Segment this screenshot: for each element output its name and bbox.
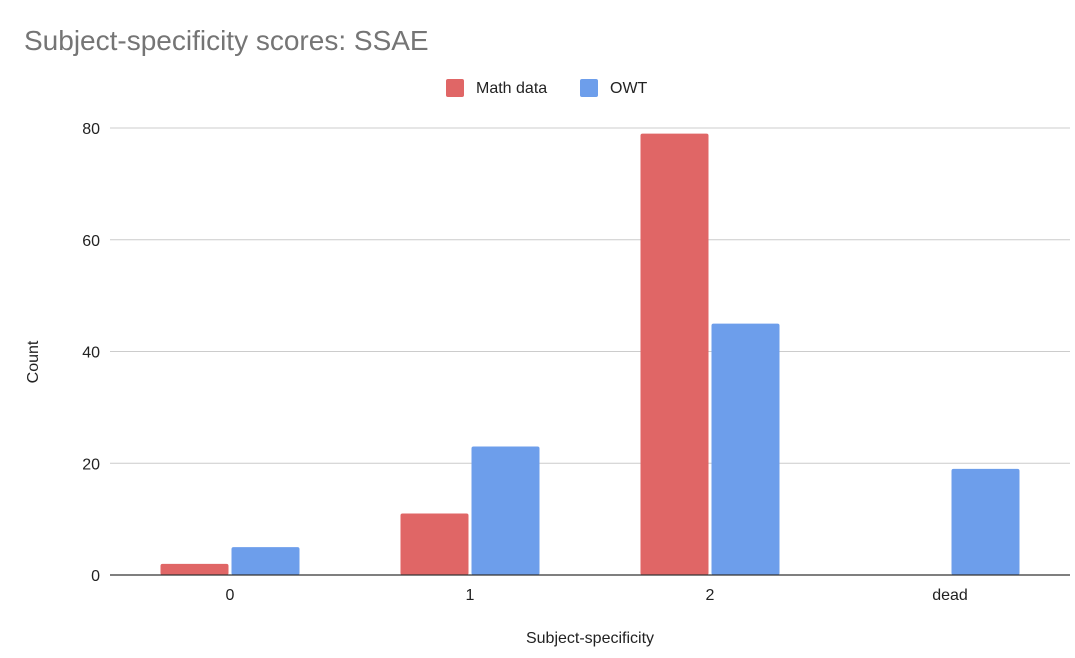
y-axis-ticks: 0 20 40 60 80 xyxy=(82,121,100,585)
y-tick-label: 80 xyxy=(82,121,100,138)
bar-owt-0 xyxy=(231,547,300,575)
y-tick-label: 20 xyxy=(82,456,100,473)
bar-math-data-1 xyxy=(400,513,469,575)
legend-swatch xyxy=(446,79,464,97)
bar-math-data-2 xyxy=(640,133,709,575)
x-tick-label: 0 xyxy=(226,587,235,604)
bar-math-data-0 xyxy=(160,563,229,575)
gridlines xyxy=(110,127,1070,464)
y-tick-label: 0 xyxy=(91,568,100,585)
x-tick-label: dead xyxy=(932,587,968,604)
y-tick-label: 60 xyxy=(82,233,100,250)
y-tick-label: 40 xyxy=(82,345,100,362)
bar-owt-dead xyxy=(951,468,1020,575)
legend-label: Math data xyxy=(476,80,547,97)
x-tick-label: 2 xyxy=(706,587,715,604)
x-tick-label: 1 xyxy=(466,587,475,604)
bars xyxy=(160,133,1020,575)
legend: Math data OWT xyxy=(446,79,648,97)
chart-title: Subject-specificity scores: SSAE xyxy=(24,25,429,56)
legend-label: OWT xyxy=(610,80,648,97)
bar-owt-1 xyxy=(471,446,540,575)
x-axis-title: Subject-specificity xyxy=(526,630,654,647)
bar-owt-2 xyxy=(711,323,780,575)
legend-swatch xyxy=(580,79,598,97)
y-axis-title: Count xyxy=(25,340,42,383)
x-axis-ticks: 0 1 2 dead xyxy=(226,587,968,604)
